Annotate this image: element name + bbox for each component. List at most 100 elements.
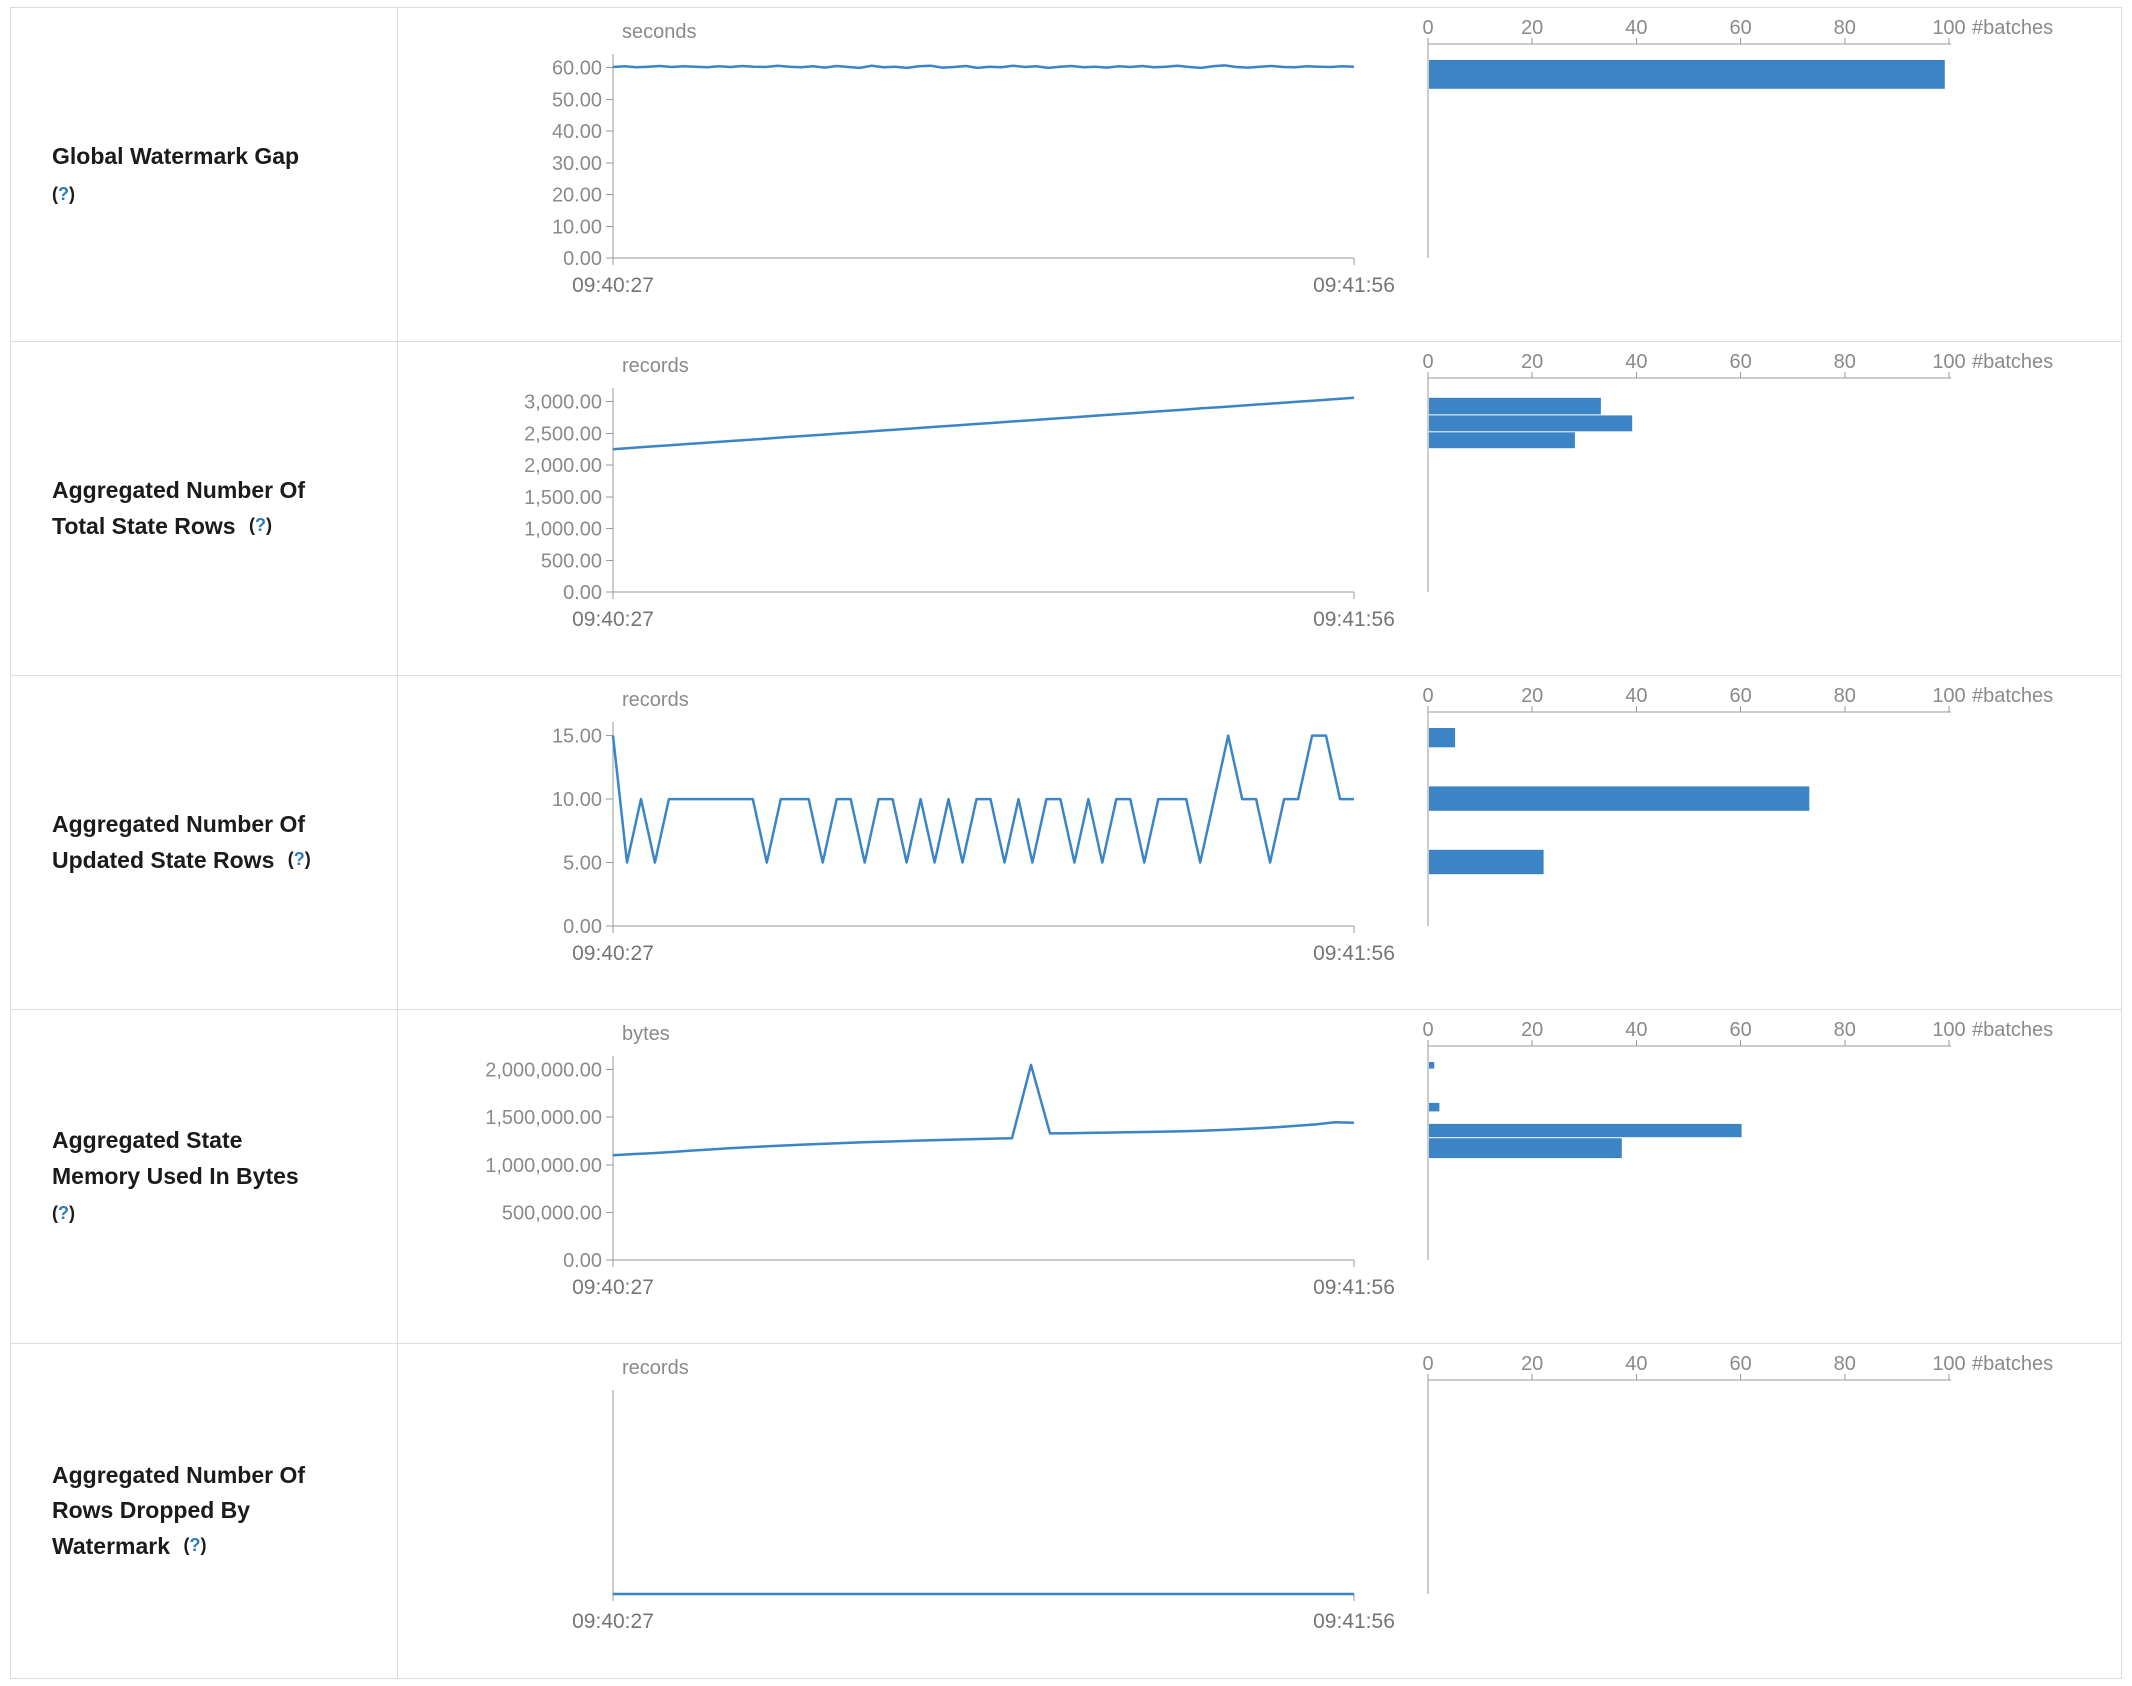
x-tick-label: 09:41:56 [1313, 608, 1395, 631]
histogram-cell: 0 20 40 60 80 100 #batches [1420, 676, 2121, 1009]
histogram-chart: 0 20 40 60 80 100 #batches [1422, 1019, 2053, 1260]
help-paren-close: ) [69, 183, 75, 204]
metric-label: Aggregated State Memory Used In Bytes (?) [52, 1123, 373, 1230]
timeline-cell: records 09:40:27 09:41:56 [398, 1344, 1420, 1678]
help-paren-close: ) [200, 1534, 207, 1555]
histogram-bar [1429, 1138, 1622, 1159]
y-tick-label: 2,000.00 [524, 455, 602, 477]
metric-row: Global Watermark Gap (?) seconds 0.00 10.00… [11, 8, 2121, 342]
timeline-cell: records 0.00 500.00 1,000.00 1,500.00 2,000.0… [398, 342, 1420, 675]
metric-label-cell: Aggregated Number Of Updated State Rows (… [11, 676, 398, 1009]
help-paren-open: ( [52, 1203, 58, 1224]
timeline-line [612, 396, 1355, 451]
hist-tick-label: 100 [1932, 1019, 1965, 1041]
histogram-cell: 0 20 40 60 80 100 #batches [1420, 342, 2121, 675]
timeline-cell: bytes 0.00 500,000.00 1,000,000.00 1,500,000… [398, 1010, 1420, 1343]
x-tick-label: 09:41:56 [1313, 942, 1395, 965]
metric-label-line: Aggregated Number Of [52, 476, 306, 503]
hist-unit-label: #batches [1972, 17, 2053, 39]
help-paren-open: ( [183, 1534, 190, 1555]
y-tick-label: 1,500,000.00 [485, 1107, 602, 1129]
help-paren-open: ( [249, 514, 255, 535]
timeline-unit-label: records [622, 689, 689, 711]
y-tick-label: 15.00 [552, 726, 602, 748]
help-paren-close: ) [266, 514, 272, 535]
hist-tick-label: 0 [1422, 351, 1433, 373]
hist-tick-label: 40 [1625, 17, 1647, 39]
metric-label-cell: Aggregated Number Of Total State Rows (?) [11, 342, 398, 675]
y-tick-label: 10.00 [552, 789, 602, 811]
metric-label-line: Watermark (?) [52, 1532, 207, 1559]
y-tick-label: 0.00 [563, 916, 602, 938]
timeline-line [612, 64, 1355, 70]
histogram-bar [1429, 1102, 1440, 1112]
hist-tick-label: 80 [1834, 351, 1856, 373]
help-question-icon[interactable]: ? [58, 1203, 69, 1224]
x-tick-label: 09:41:56 [1313, 1276, 1395, 1299]
timeline-chart: records 09:40:27 09:41:56 [572, 1357, 1395, 1633]
y-tick-label: 60.00 [552, 58, 602, 80]
hist-tick-label: 60 [1729, 1353, 1751, 1375]
help-tooltip-link[interactable]: (?) [52, 184, 75, 204]
timeline-line [611, 734, 1354, 864]
hist-tick-label: 0 [1422, 685, 1433, 707]
hist-tick-label: 20 [1521, 17, 1543, 39]
histogram-bar [1429, 1123, 1742, 1138]
metric-label-line: Updated State Rows (?) [52, 846, 311, 873]
metric-label-cell: Aggregated State Memory Used In Bytes (?) [11, 1010, 398, 1343]
help-question-icon[interactable]: ? [58, 183, 69, 204]
y-tick-label: 50.00 [552, 89, 602, 111]
hist-tick-label: 20 [1521, 1019, 1543, 1041]
help-tooltip-link[interactable]: (?) [288, 849, 311, 869]
metric-label-line: Memory Used In Bytes [52, 1162, 299, 1189]
histogram-bar [1429, 432, 1575, 449]
hist-tick-label: 60 [1729, 17, 1751, 39]
y-tick-label: 2,500.00 [524, 423, 602, 445]
x-tick-label: 09:40:27 [572, 942, 654, 965]
hist-tick-label: 0 [1422, 17, 1433, 39]
help-tooltip-link[interactable]: (?) [183, 1535, 206, 1555]
timeline-line [612, 1063, 1355, 1157]
y-tick-label: 1,500.00 [524, 487, 602, 509]
help-question-icon[interactable]: ? [293, 848, 305, 869]
hist-tick-label: 40 [1625, 685, 1647, 707]
x-tick-label: 09:41:56 [1313, 274, 1395, 297]
hist-tick-label: 60 [1729, 685, 1751, 707]
y-tick-label: 5.00 [563, 853, 602, 875]
help-paren-open: ( [52, 183, 58, 204]
hist-tick-label: 20 [1521, 351, 1543, 373]
metric-label-line: Aggregated Number Of [52, 810, 306, 837]
metric-row: Aggregated Number Of Rows Dropped By Water… [11, 1344, 2121, 1678]
hist-unit-label: #batches [1972, 351, 2053, 373]
help-paren-close: ) [69, 1203, 75, 1224]
hist-tick-label: 80 [1834, 1353, 1856, 1375]
help-tooltip-link[interactable]: (?) [249, 515, 272, 535]
histogram-chart: 0 20 40 60 80 100 #batches [1422, 351, 2053, 592]
histogram-chart: 0 20 40 60 80 100 #batches [1422, 685, 2053, 926]
histogram-bar [1429, 728, 1456, 748]
metric-label: Aggregated Number Of Updated State Rows (… [52, 807, 373, 878]
x-tick-label: 09:41:56 [1313, 1610, 1395, 1633]
y-tick-label: 0.00 [563, 1250, 602, 1272]
metric-row: Aggregated Number Of Total State Rows (?)… [11, 342, 2121, 676]
metric-label-cell: Aggregated Number Of Rows Dropped By Water… [11, 1344, 398, 1678]
metric-label-line: (?) [52, 175, 373, 211]
histogram-bar [1429, 415, 1633, 432]
timeline-unit-label: seconds [622, 21, 697, 43]
hist-tick-label: 20 [1521, 1353, 1543, 1375]
metric-label-cell: Global Watermark Gap (?) [11, 8, 398, 341]
timeline-chart: records 0.00 500.00 1,000.00 1,500.00 2,000.0… [524, 355, 1395, 631]
y-tick-label: 2,000,000.00 [485, 1060, 602, 1082]
hist-unit-label: #batches [1972, 1019, 2053, 1041]
x-tick-label: 09:40:27 [572, 1276, 654, 1299]
histogram-bar [1429, 786, 1810, 811]
help-question-icon[interactable]: ? [255, 514, 266, 535]
hist-tick-label: 100 [1932, 1353, 1965, 1375]
hist-tick-label: 20 [1521, 685, 1543, 707]
y-tick-label: 1,000.00 [524, 519, 602, 541]
histogram-chart: 0 20 40 60 80 100 #batches [1422, 1353, 2053, 1594]
help-question-icon[interactable]: ? [189, 1534, 201, 1555]
help-paren-open: ( [287, 848, 294, 869]
help-tooltip-link[interactable]: (?) [52, 1203, 75, 1223]
hist-tick-label: 0 [1422, 1019, 1433, 1041]
